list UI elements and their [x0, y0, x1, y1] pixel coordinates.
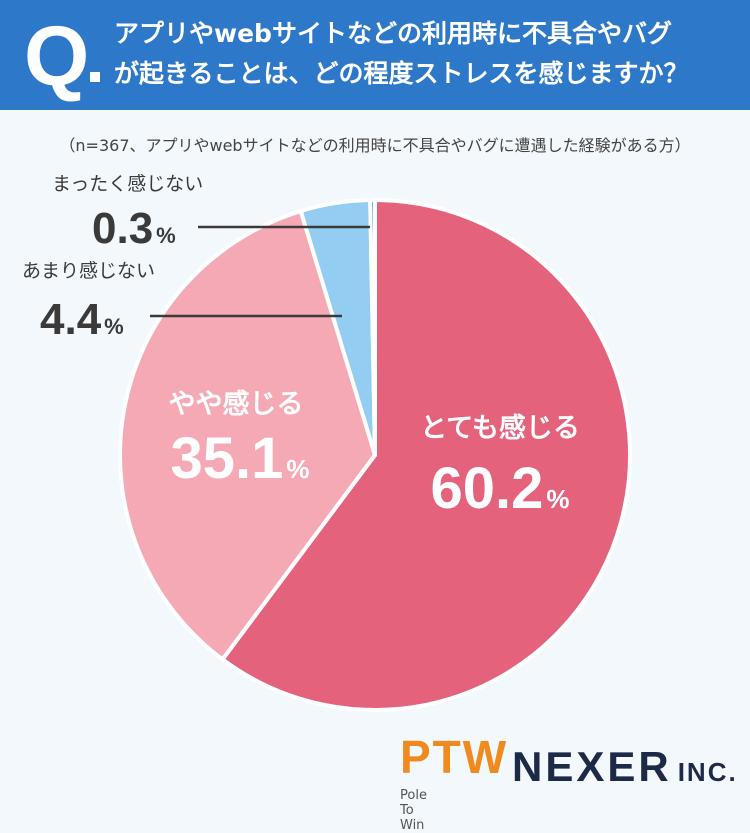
q-dot [90, 72, 100, 82]
question-text: アプリやwebサイトなどの利用時に不具合やバグ が起きることは、どの程度ストレス… [114, 14, 734, 94]
sample-note: （n=367、アプリやwebサイトなどの利用時に不具合やバグに遭遇した経験がある… [59, 136, 691, 155]
slice-value-strongly-feel: 60.2% [430, 456, 569, 521]
slice-value-hardly-feel: 4.4% [40, 295, 124, 344]
nexer-logo-name: NEXER [512, 743, 672, 790]
ptw-logo-subtitle: Pole To Win [400, 788, 427, 833]
slice-label-not-at-all: まったく感じない [52, 173, 203, 195]
pie-slice-strongly-feel [220, 198, 632, 712]
question-line-1: アプリやwebサイトなどの利用時に不具合やバグ [114, 19, 672, 48]
pie-slice-somewhat-feel [118, 209, 377, 662]
question-line-2: が起きることは、どの程度ストレスを感じますか？ [114, 59, 689, 88]
slice-value-not-at-all: 0.3% [92, 204, 176, 253]
ptw-logo: PTW [400, 731, 509, 783]
slice-label-hardly-feel: あまり感じない [22, 260, 155, 282]
nexer-logo: NEXER INC. [512, 742, 738, 797]
q-mark: Q [24, 9, 90, 103]
slice-value-somewhat-feel: 35.1% [170, 426, 309, 491]
nexer-logo-inc: INC. [677, 757, 738, 787]
pie-slice-not-at-all [368, 198, 377, 457]
slice-label-somewhat-feel: やや感じる [169, 388, 304, 420]
question-header: Q アプリやwebサイトなどの利用時に不具合やバグ が起きることは、どの程度スト… [0, 0, 750, 110]
slice-label-strongly-feel: とても感じる [420, 412, 580, 444]
